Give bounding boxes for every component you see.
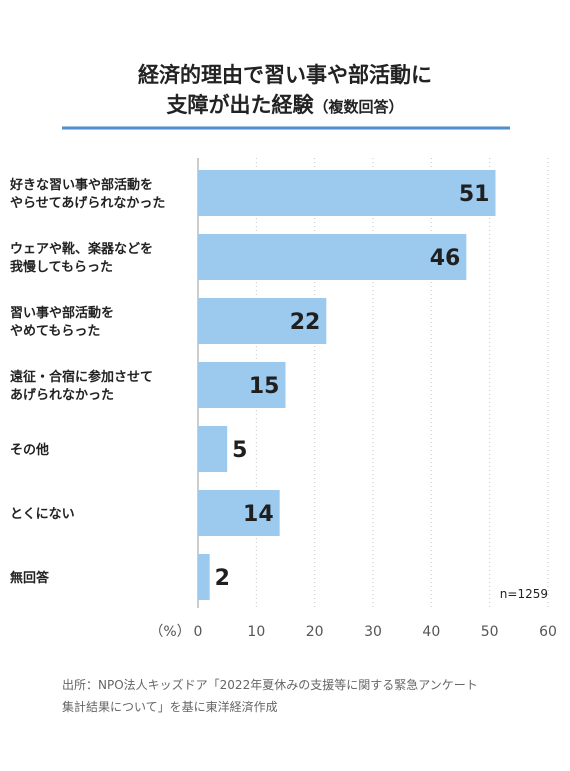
bar xyxy=(198,426,228,472)
data-label: 22 xyxy=(290,310,321,335)
category-label: やめてもらった xyxy=(10,324,100,339)
x-tick-label: 60 xyxy=(539,624,557,640)
bar xyxy=(198,554,210,600)
category-label: 遠征・合宿に参加させて xyxy=(10,369,153,385)
x-tick-label: 20 xyxy=(306,624,324,640)
data-label: 5 xyxy=(232,438,247,463)
chart-title: 経済的理由で習い事や部活動に 支障が出た経験（複数回答） xyxy=(138,63,432,117)
source-note: 出所：NPO法人キッズドア「2022年夏休みの支援等に関する緊急アンケート 集計… xyxy=(62,677,478,714)
x-axis-unit: （%） xyxy=(149,624,190,640)
x-axis-ticks: 0 10 20 30 40 50 60 xyxy=(194,624,557,640)
category-label: その他 xyxy=(10,442,49,458)
chart-title-line-2-main: 支障が出た経験 xyxy=(166,93,314,117)
chart-title-line-2: 支障が出た経験（複数回答） xyxy=(166,93,403,117)
data-label: 46 xyxy=(430,246,461,271)
source-line-2: 集計結果について」を基に東洋経済作成 xyxy=(62,699,278,714)
chart-title-line-1: 経済的理由で習い事や部活動に xyxy=(138,63,432,87)
value-labels: 51 46 22 15 5 14 2 xyxy=(215,182,490,591)
category-labels: 好きな習い事や部活動をやらせてあげられなかったウェアや靴、楽器などを我慢してもら… xyxy=(9,177,165,586)
category-label: あげられなかった xyxy=(10,387,114,403)
category-label: 無回答 xyxy=(10,570,50,586)
data-label: 15 xyxy=(249,374,280,399)
sample-size-note: n=1259 xyxy=(500,587,548,601)
bar xyxy=(198,362,286,408)
chart-title-suffix: （複数回答） xyxy=(313,98,403,116)
data-label: 2 xyxy=(215,566,230,591)
x-tick-label: 40 xyxy=(422,624,440,640)
category-label: やらせてあげられなかった xyxy=(10,195,165,211)
bar xyxy=(198,234,467,280)
category-label: ウェアや靴、楽器などを xyxy=(10,241,153,257)
x-tick-label: 0 xyxy=(194,624,203,640)
x-tick-label: 10 xyxy=(247,624,265,640)
category-label: とくにない xyxy=(10,507,75,522)
data-label: 51 xyxy=(459,182,490,207)
category-label: 好きな習い事や部活動を xyxy=(9,177,153,193)
bar xyxy=(198,170,496,216)
data-label: 14 xyxy=(243,502,274,527)
category-label: 習い事や部活動を xyxy=(10,305,114,321)
bar xyxy=(198,490,280,536)
category-label: 我慢してもらった xyxy=(10,259,113,275)
x-tick-label: 50 xyxy=(481,624,499,640)
x-tick-label: 30 xyxy=(364,624,382,640)
source-line-1: 出所：NPO法人キッズドア「2022年夏休みの支援等に関する緊急アンケート xyxy=(62,677,478,692)
bars xyxy=(198,170,496,600)
bar xyxy=(198,298,327,344)
